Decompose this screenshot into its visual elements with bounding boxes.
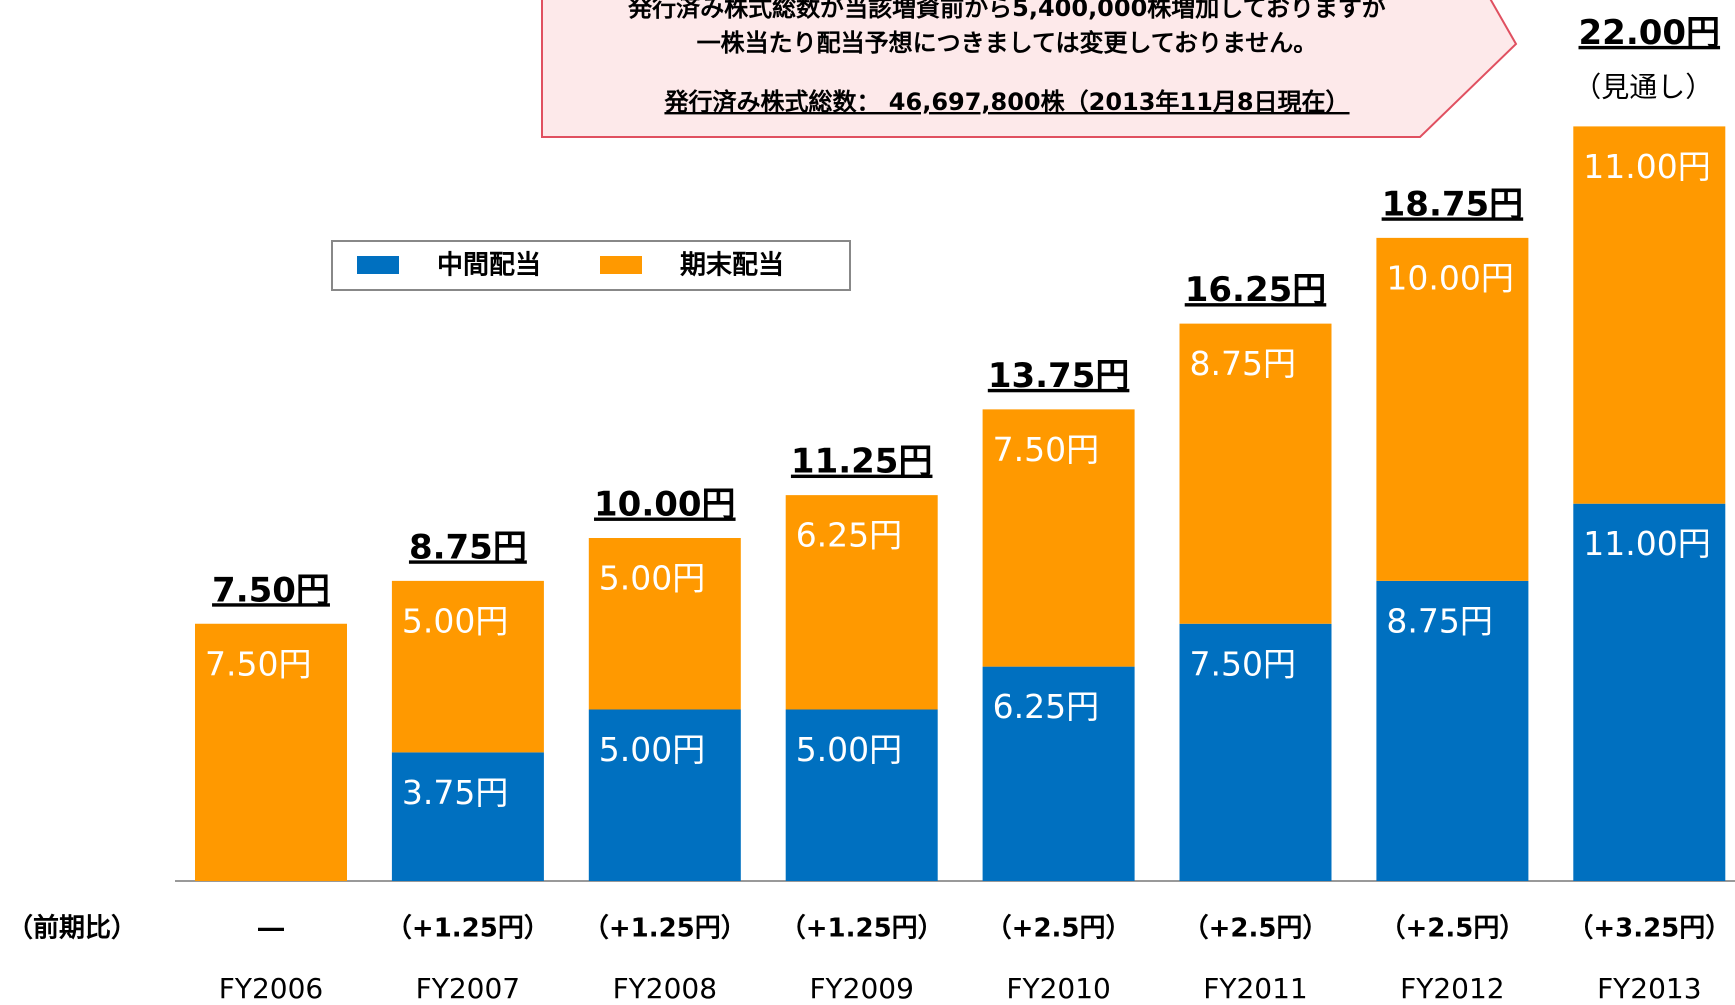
segment-label: 6.25円 xyxy=(796,516,902,555)
x-tick-label: FY2007 xyxy=(416,972,520,1005)
total-label: 8.75円 xyxy=(409,527,527,567)
annotation-line: 発行済み株式総数： 46,697,800株（2013年11月8日現在） xyxy=(663,88,1349,116)
bar-segment xyxy=(982,666,1135,881)
total-label: 13.75円 xyxy=(988,356,1130,396)
x-tick-label: FY2006 xyxy=(219,972,323,1005)
x-tick-label: FY2009 xyxy=(809,972,913,1005)
legend-box xyxy=(331,240,851,291)
segment-label: 7.50円 xyxy=(1190,644,1296,683)
x-tick-label: FY2011 xyxy=(1203,972,1307,1005)
segment-label: 8.75円 xyxy=(1386,601,1492,640)
total-label: 16.25円 xyxy=(1185,270,1327,310)
bar-segment xyxy=(785,495,938,710)
segment-label: 11.00円 xyxy=(1583,524,1710,563)
total-label: 10.00円 xyxy=(594,485,736,525)
annotation-line: 一株当たり配当予想につきましては変更しておりません。 xyxy=(697,29,1318,57)
change-label: （+3.25円） xyxy=(1567,914,1731,944)
bar-segment xyxy=(1573,126,1726,504)
bar-segment xyxy=(1573,503,1726,881)
segment-label: 8.75円 xyxy=(1190,344,1296,383)
legend-swatch xyxy=(357,256,399,274)
bar-segment xyxy=(1376,237,1529,581)
bar-segment xyxy=(195,623,347,881)
change-label: ― xyxy=(258,914,284,944)
change-label: （+2.5円） xyxy=(986,914,1132,944)
x-tick-label: FY2010 xyxy=(1006,972,1110,1005)
x-tick-label: FY2013 xyxy=(1597,972,1701,1005)
change-label: （+1.25円） xyxy=(386,914,550,944)
row-label: （前期比） xyxy=(7,913,137,944)
bar-segment xyxy=(785,709,938,881)
bar-segment xyxy=(391,580,544,753)
change-label: （+2.5円） xyxy=(1183,914,1329,944)
x-tick-label: FY2008 xyxy=(613,972,717,1005)
total-label: 7.50円 xyxy=(212,570,330,610)
bar-segment xyxy=(588,709,741,881)
change-label: （+1.25円） xyxy=(780,914,944,944)
segment-label: 6.25円 xyxy=(993,687,1099,726)
segment-label: 5.00円 xyxy=(599,730,705,769)
total-label: 18.75円 xyxy=(1382,184,1524,224)
bar-segment xyxy=(1179,623,1332,881)
change-label: （+1.25円） xyxy=(583,914,747,944)
bar-segment xyxy=(588,538,741,710)
total-label: 22.00円 xyxy=(1579,13,1721,53)
total-label: 11.25円 xyxy=(791,442,933,482)
segment-label: 7.50円 xyxy=(205,644,311,683)
segment-label: 10.00円 xyxy=(1386,258,1513,297)
forecast-note: （見通し） xyxy=(1573,70,1713,103)
segment-label: 7.50円 xyxy=(993,430,1099,469)
x-tick-label: FY2012 xyxy=(1400,972,1504,1005)
bar-segment xyxy=(1376,580,1529,881)
change-label: （+2.5円） xyxy=(1379,914,1525,944)
bar-segment xyxy=(391,752,544,881)
segment-label: 3.75円 xyxy=(402,773,508,812)
segment-label: 5.00円 xyxy=(402,601,508,640)
annotation-box xyxy=(541,0,1518,138)
legend-label: 中間配当 xyxy=(437,251,541,281)
bar-segment xyxy=(982,409,1135,667)
legend-label: 期末配当 xyxy=(680,251,784,281)
segment-label: 5.00円 xyxy=(796,730,902,769)
legend-swatch xyxy=(600,256,642,274)
segment-label: 5.00円 xyxy=(599,559,705,598)
segment-label: 11.00円 xyxy=(1583,147,1710,186)
bar-segment xyxy=(1179,323,1332,624)
annotation-line: 発行済み株式総数が当該増資前から5,400,000株増加しておりますが xyxy=(627,0,1386,22)
